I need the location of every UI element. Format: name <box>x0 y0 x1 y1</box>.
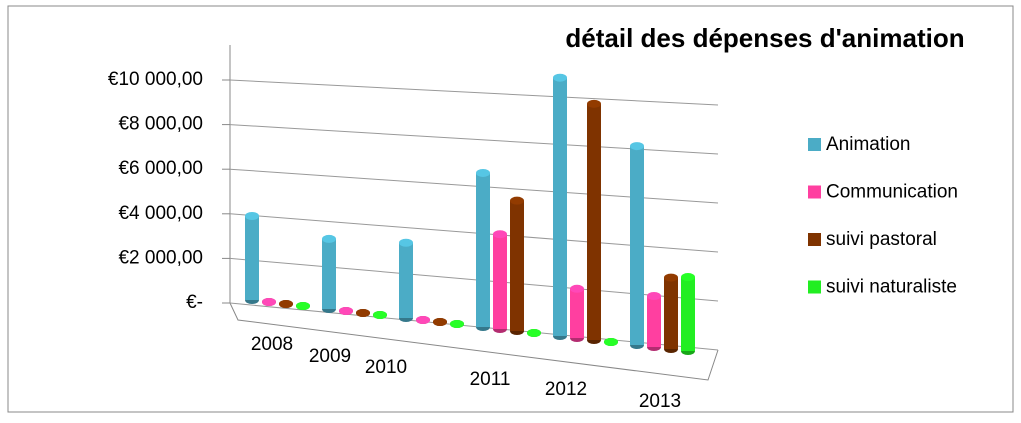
bar-part <box>664 277 678 349</box>
y-tick-label: €10 000,00 <box>108 69 203 90</box>
legend-label: Communication <box>826 182 958 203</box>
bar-part <box>416 316 430 324</box>
bar <box>279 300 293 308</box>
bar-part <box>245 216 259 300</box>
legend-label: suivi pastoral <box>826 229 937 250</box>
legend-label: suivi naturaliste <box>826 277 957 298</box>
bar <box>476 168 490 331</box>
bar <box>296 302 310 310</box>
bar-part <box>510 200 524 331</box>
bar-part <box>527 329 541 337</box>
bar-part <box>322 234 336 243</box>
bar-part <box>433 318 447 326</box>
bar-part <box>279 300 293 308</box>
bar <box>262 298 276 306</box>
bar-part <box>681 273 695 282</box>
bar-part <box>356 309 370 317</box>
x-tick-label: 2013 <box>639 391 681 412</box>
bar <box>681 273 695 355</box>
bar-part <box>647 292 661 300</box>
bar-part <box>476 168 490 177</box>
bar-part <box>570 284 584 293</box>
bar-part <box>510 196 524 205</box>
bar-part <box>570 288 584 338</box>
bar <box>553 73 567 340</box>
bar <box>630 142 644 349</box>
bar-part <box>553 77 567 336</box>
legend-swatch <box>808 185 821 199</box>
bar-part <box>604 338 618 346</box>
y-tick-label: €8 000,00 <box>118 114 203 135</box>
y-tick-label: €- <box>186 292 203 313</box>
bar-part <box>664 273 678 282</box>
bar-part <box>399 242 413 318</box>
bar-part <box>399 238 413 247</box>
bar <box>604 338 618 346</box>
bar <box>647 292 661 351</box>
bar-part <box>322 238 336 309</box>
bar-part <box>493 234 507 329</box>
bar-part <box>296 302 310 310</box>
bar <box>664 273 678 353</box>
bar-part <box>493 230 507 239</box>
bar-part <box>339 307 353 315</box>
bar-part <box>262 298 276 306</box>
legend-swatch <box>808 233 821 246</box>
bar <box>339 307 353 315</box>
bar <box>356 309 370 317</box>
bar <box>527 329 541 337</box>
bar <box>510 196 524 335</box>
bar-part <box>587 99 601 108</box>
x-tick-label: 2009 <box>309 346 351 367</box>
floor <box>229 302 719 381</box>
bar <box>433 318 447 326</box>
bar <box>245 212 259 304</box>
bar-part <box>630 146 644 345</box>
grid-line <box>229 79 719 106</box>
bar <box>493 230 507 333</box>
bar-part <box>476 172 490 327</box>
bar-part <box>450 320 464 328</box>
x-tick-label: 2010 <box>365 357 407 378</box>
bar <box>399 238 413 322</box>
legend-label: Animation <box>826 134 911 155</box>
bar-part <box>681 277 695 351</box>
bar-part <box>587 103 601 340</box>
bar-part <box>647 296 661 347</box>
y-tick-label: €4 000,00 <box>118 203 203 224</box>
legend-swatch <box>808 280 821 294</box>
bar-part <box>553 73 567 82</box>
bar <box>416 316 430 324</box>
bar <box>587 99 601 344</box>
bar-part <box>245 212 259 220</box>
bar <box>450 320 464 328</box>
chart-title: détail des dépenses d'animation <box>565 23 964 53</box>
bar-part <box>373 311 387 319</box>
legend-swatch <box>808 138 821 151</box>
y-tick-label: €2 000,00 <box>118 247 203 268</box>
x-tick-label: 2008 <box>251 334 293 355</box>
bar-part <box>630 142 644 151</box>
bar <box>373 311 387 319</box>
bar <box>322 234 336 313</box>
bar <box>570 284 584 342</box>
x-tick-label: 2011 <box>470 369 511 390</box>
x-tick-label: 2012 <box>545 379 587 400</box>
y-tick-label: €6 000,00 <box>118 158 203 179</box>
